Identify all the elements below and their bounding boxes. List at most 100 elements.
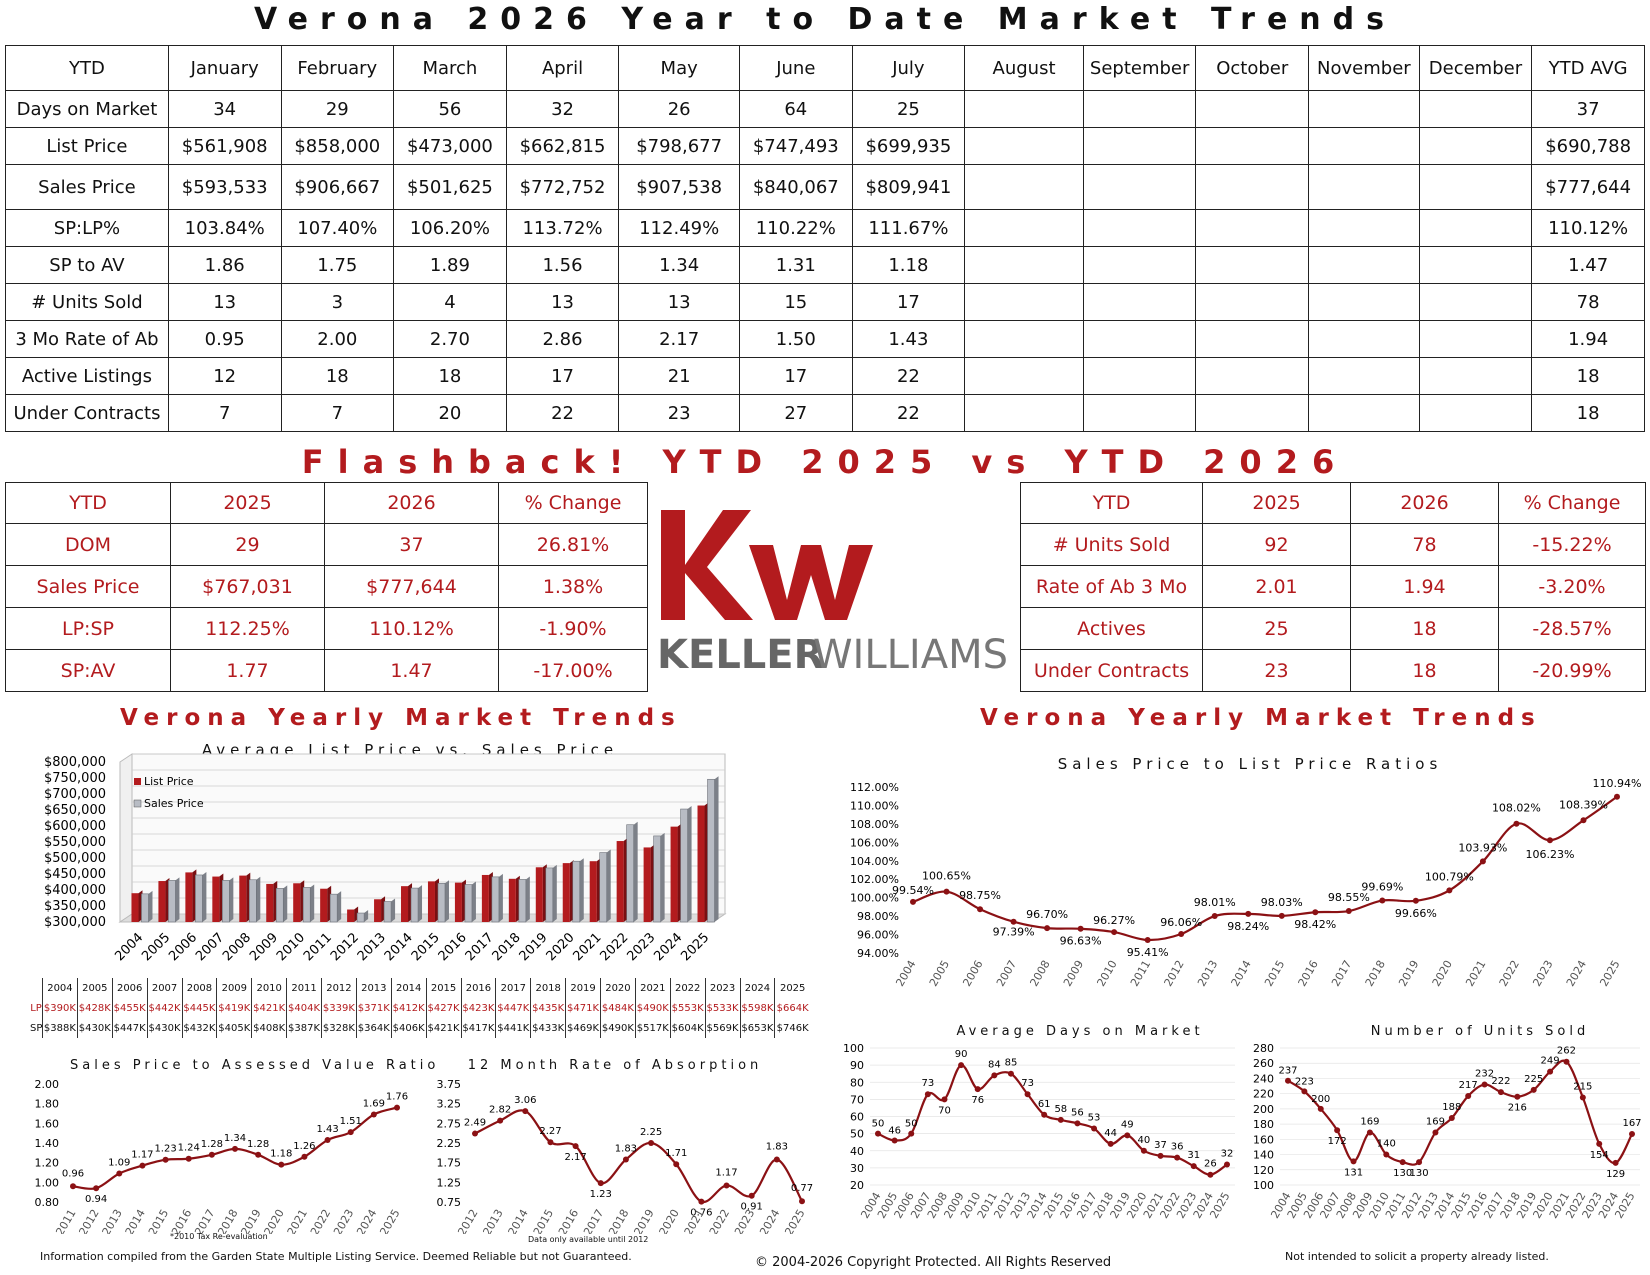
x-tick-label: 2018 — [215, 1207, 240, 1234]
y-tick-label: $400,000 — [44, 883, 106, 898]
table-cell: 92 — [1202, 523, 1351, 566]
table-cell: 29 — [170, 523, 325, 566]
data-label: 40 — [1138, 1135, 1151, 1146]
row-label: Days on Market — [5, 90, 169, 128]
y-tick-label: $450,000 — [44, 867, 106, 882]
bar-list-price — [427, 881, 435, 922]
data-label: 50 — [872, 1119, 885, 1130]
table-cell: $419K — [216, 998, 252, 1018]
table-cell — [1308, 394, 1420, 432]
table-cell: $598K — [739, 998, 775, 1018]
x-tick-label: 2015 — [1262, 958, 1287, 989]
table-cell: 18 — [1350, 649, 1499, 692]
data-point — [1546, 837, 1553, 844]
series-line — [1287, 1059, 1633, 1166]
data-label: 217 — [1459, 1080, 1478, 1091]
table-cell: 2004 — [42, 978, 78, 998]
table-cell: $490K — [634, 998, 671, 1018]
table-cell: 7 — [167, 394, 282, 432]
absorption-rate-chart: 0.75 1.25 1.75 2.25 2.75 3.25 3.75 2.492.823.06… — [437, 1078, 814, 1234]
bar-list-price — [212, 876, 220, 922]
bar-side — [525, 876, 530, 922]
data-label: 1.83 — [766, 1142, 788, 1153]
data-label: 98.24% — [1227, 920, 1269, 933]
data-point — [1513, 820, 1520, 827]
bar-side — [498, 873, 503, 922]
data-label: 2.27 — [539, 1126, 561, 1137]
row-label: LP:SP — [5, 607, 171, 650]
row-label — [30, 978, 43, 998]
units-chart-title: Number of Units Sold — [1370, 1024, 1590, 1039]
table-cell — [1195, 394, 1310, 432]
x-tick-label: 2021 — [1463, 958, 1488, 989]
table-cell: 27 — [738, 394, 853, 432]
table-cell: 26.81% — [498, 523, 648, 566]
table-cell: $405K — [216, 1018, 252, 1038]
bar-side — [337, 891, 342, 922]
table-row: Rate of Ab 3 Mo 2.01 1.94 -3.20% — [1020, 565, 1646, 608]
data-label: 129 — [1606, 1169, 1625, 1180]
data-point — [875, 1130, 881, 1137]
x-tick-label: 2007 — [994, 958, 1019, 989]
table-cell — [1082, 164, 1197, 210]
table-cell: 23 — [1202, 649, 1351, 692]
x-tick-label: 2013 — [100, 1207, 125, 1234]
yearly-title-right: Verona Yearly Market Trends — [980, 705, 1542, 731]
data-label: 98.42% — [1294, 918, 1336, 931]
table-cell — [1418, 127, 1533, 165]
data-label: 98.75% — [959, 889, 1001, 902]
y-tick-label: $500,000 — [44, 851, 106, 866]
x-tick-label: 2020 — [657, 1207, 682, 1234]
data-label: 85 — [1005, 1058, 1018, 1069]
data-label: 1.71 — [665, 1148, 687, 1159]
data-point — [1007, 1070, 1014, 1077]
keller-williams-logo: KELLER WILLIAMS — [655, 505, 1010, 680]
table-cell: 1.89 — [393, 246, 507, 284]
data-point — [232, 1145, 238, 1152]
data-label: 237 — [1278, 1066, 1297, 1077]
data-point — [943, 888, 950, 895]
table-cell — [1418, 357, 1533, 395]
table-cell: $798,677 — [618, 127, 740, 165]
data-point — [324, 1137, 331, 1144]
table-cell — [964, 127, 1084, 165]
y-tick-label: 50 — [850, 1128, 864, 1141]
x-tick-label: 2025 — [377, 1207, 402, 1234]
bar-side — [687, 806, 692, 922]
x-tick-label: 2025 — [1597, 958, 1622, 989]
data-label: 1.34 — [224, 1133, 246, 1144]
table-cell: 110.22% — [738, 209, 853, 247]
table-cell: $447K — [111, 1018, 148, 1038]
table-cell: $408K — [251, 1018, 287, 1038]
row-label: 3 Mo Rate of Ab — [5, 320, 169, 358]
table-cell: 2009 — [216, 978, 252, 998]
bar-chart-list-vs-sales: $300,000$350,000$400,000$450,000$500,000… — [44, 753, 727, 964]
table-cell: 113.72% — [505, 209, 620, 247]
table-cell: $662,815 — [505, 127, 620, 165]
data-point — [1317, 1105, 1324, 1112]
bar-side — [391, 898, 396, 922]
table-row: Under Contracts 23 18 -20.99% — [1020, 649, 1646, 692]
table-cell — [1418, 320, 1533, 358]
row-label: Actives — [1020, 607, 1203, 650]
spav-chart-title: Sales Price to Assessed Value Ratio — [70, 1058, 440, 1073]
data-label: 73 — [1021, 1078, 1034, 1089]
y-tick-label: 2.00 — [35, 1078, 60, 1091]
table-cell: 17 — [851, 283, 966, 321]
y-tick-label: 180 — [1253, 1118, 1274, 1131]
table-row: 2004 2005 2006 2007 2008 2009 2010 2011 2012 2013… — [30, 978, 810, 998]
data-point — [547, 1139, 554, 1146]
data-point — [1448, 1115, 1455, 1122]
table-cell — [964, 246, 1084, 284]
table-cell: 32 — [505, 90, 620, 128]
ytd-header-cell: YTD AVG — [1531, 45, 1645, 91]
bar-side — [579, 858, 584, 922]
table-cell — [1082, 246, 1197, 284]
data-point — [572, 1143, 579, 1150]
data-label: 1.23 — [154, 1144, 176, 1155]
table-cell: -20.99% — [1498, 649, 1646, 692]
bar-side — [310, 884, 315, 922]
table-cell: $428K — [76, 998, 113, 1018]
x-tick-label: 2018 — [1363, 958, 1388, 989]
price-by-year-table: 2004 2005 2006 2007 2008 2009 2010 2011 2012 2013… — [30, 978, 810, 1038]
